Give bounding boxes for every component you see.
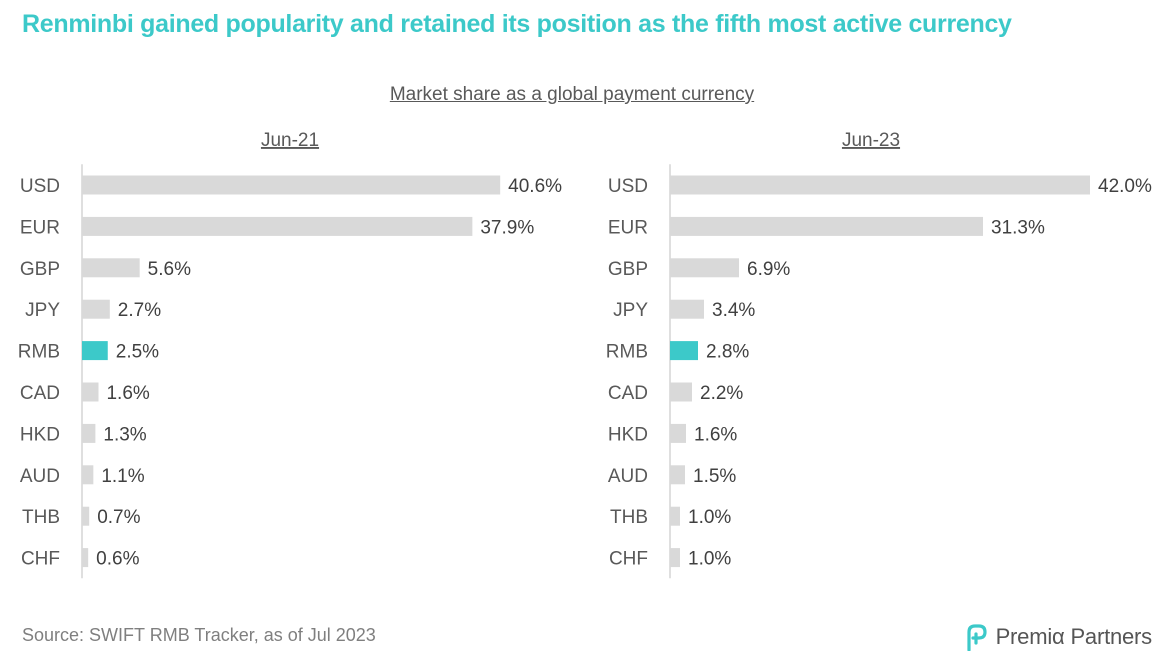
value-label-usd: 42.0% (1098, 176, 1152, 197)
category-label-usd: USD (608, 176, 648, 197)
bar-gbp (82, 258, 140, 278)
bar-thb (82, 506, 90, 526)
bar-chf (82, 548, 89, 568)
category-label-chf: CHF (609, 549, 648, 570)
value-label-gbp: 6.9% (747, 259, 790, 280)
value-label-jpy: 2.7% (118, 300, 161, 321)
value-label-cad: 1.6% (106, 383, 149, 404)
value-label-chf: 1.0% (688, 549, 731, 570)
value-label-eur: 37.9% (480, 217, 534, 238)
category-label-eur: EUR (608, 217, 648, 238)
category-label-hkd: HKD (20, 424, 60, 445)
value-label-thb: 1.0% (688, 507, 731, 528)
chart-jun-23: Jun-23 USD 42.0% EUR 31.3% GBP 6.9% JPY 3.4% RMB 2… (586, 124, 1164, 579)
bar-hkd (670, 423, 686, 443)
category-label-eur: EUR (20, 217, 60, 238)
chart-subtitle: Market share as a global payment currenc… (389, 84, 755, 105)
brand-logo: Premiα Partners (964, 623, 1152, 651)
panel-title-jun-23: Jun-23 (842, 130, 900, 151)
bar-eur (82, 216, 473, 236)
value-label-aud: 1.5% (693, 466, 736, 487)
value-label-hkd: 1.6% (694, 424, 737, 445)
category-label-usd: USD (20, 176, 60, 197)
bar-rmb (82, 341, 108, 361)
bar-chf (670, 548, 680, 568)
value-label-chf: 0.6% (96, 549, 139, 570)
chart-jun-21-svg: Jun-21 USD 40.6% EUR 37.9% GBP 5.6% JPY 2.7% RMB 2… (18, 130, 562, 579)
bar-jpy (670, 299, 704, 319)
logo-text: Premiα Partners (995, 624, 1153, 649)
bar-eur (670, 216, 983, 236)
bar-thb (670, 506, 680, 526)
value-label-eur: 31.3% (991, 217, 1045, 238)
bar-aud (82, 465, 94, 485)
category-label-jpy: JPY (25, 300, 60, 321)
category-label-jpy: JPY (613, 300, 648, 321)
headline: Renminbi gained popularity and retained … (22, 10, 1012, 38)
bar-usd (82, 175, 501, 195)
value-label-rmb: 2.8% (706, 342, 749, 363)
logo-mark-icon (966, 624, 987, 651)
value-label-aud: 1.1% (101, 466, 144, 487)
value-label-hkd: 1.3% (103, 424, 146, 445)
bar-usd (670, 175, 1090, 195)
category-label-thb: THB (22, 507, 60, 528)
category-label-rmb: RMB (18, 342, 60, 363)
category-label-chf: CHF (21, 549, 60, 570)
bar-jpy (82, 299, 110, 319)
value-label-thb: 0.7% (97, 507, 140, 528)
category-label-aud: AUD (608, 466, 648, 487)
category-label-thb: THB (610, 507, 648, 528)
category-label-cad: CAD (608, 383, 648, 404)
category-label-rmb: RMB (606, 342, 648, 363)
category-label-gbp: GBP (608, 259, 648, 280)
value-label-jpy: 3.4% (712, 300, 755, 321)
category-label-cad: CAD (20, 383, 60, 404)
panel-title-jun-21: Jun-21 (261, 130, 319, 151)
chart-jun-21: Jun-21 USD 40.6% EUR 37.9% GBP 5.6% JPY 2.7% RMB 2… (0, 124, 580, 579)
value-label-rmb: 2.5% (116, 342, 159, 363)
value-label-usd: 40.6% (508, 176, 562, 197)
bar-rmb (670, 341, 698, 361)
category-label-gbp: GBP (20, 259, 60, 280)
bar-gbp (670, 258, 739, 278)
bar-aud (670, 465, 685, 485)
chart-jun-23-svg: Jun-23 USD 42.0% EUR 31.3% GBP 6.9% JPY 3.4% RMB 2… (606, 130, 1152, 579)
value-label-gbp: 5.6% (148, 259, 191, 280)
bar-cad (670, 382, 692, 402)
value-label-cad: 2.2% (700, 383, 743, 404)
bar-cad (82, 382, 99, 402)
bar-hkd (82, 423, 96, 443)
category-label-hkd: HKD (608, 424, 648, 445)
source-note: Source: SWIFT RMB Tracker, as of Jul 202… (22, 625, 376, 645)
category-label-aud: AUD (20, 466, 60, 487)
